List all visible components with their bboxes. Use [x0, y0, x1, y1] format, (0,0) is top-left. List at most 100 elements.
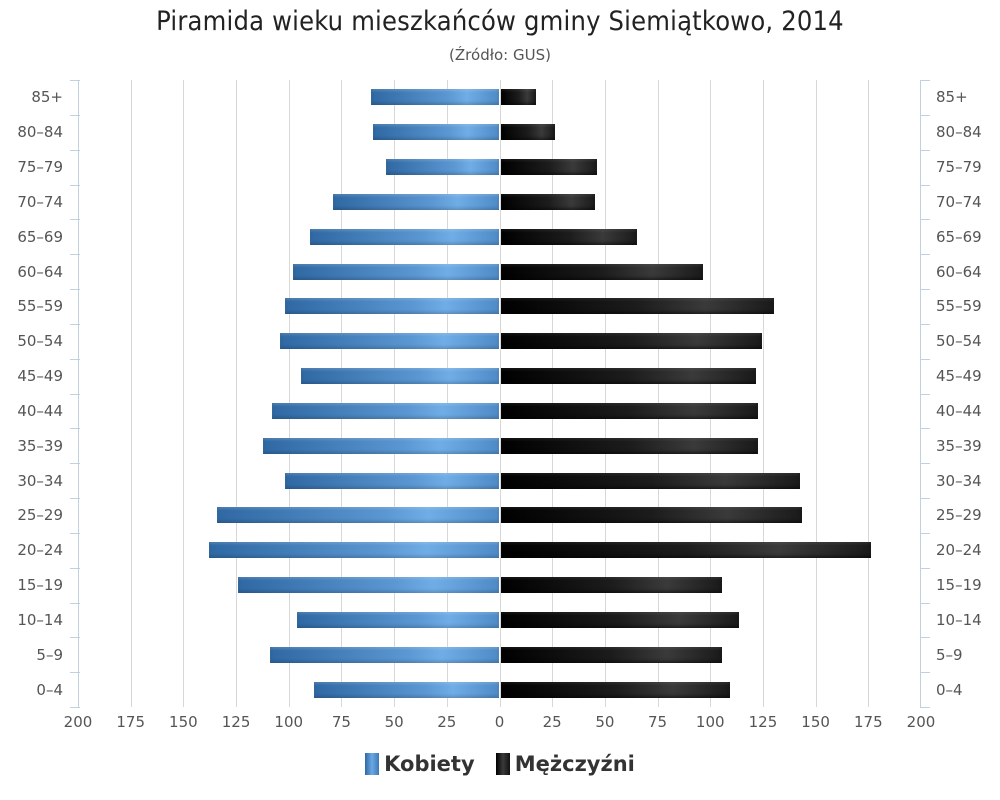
y-axis-label-right: 70–74	[936, 192, 982, 211]
y-axis-label-left: 85+	[31, 88, 63, 107]
x-axis-tick-label: 0	[494, 713, 505, 731]
left-axis-line	[78, 80, 79, 707]
left-axis-tick	[70, 637, 80, 638]
bar-kobiety-5-9[interactable]	[269, 646, 500, 663]
legend-item-kobiety[interactable]: Kobiety	[365, 752, 475, 776]
bar-kobiety-85+[interactable]	[370, 89, 500, 106]
y-axis-label-right: 40–44	[936, 401, 982, 420]
bar-mezczyzni-15-19[interactable]	[500, 577, 722, 594]
bar-mezczyzni-5-9[interactable]	[500, 646, 722, 663]
left-axis-tick	[70, 115, 80, 116]
bar-mezczyzni-35-39[interactable]	[500, 437, 758, 454]
bar-kobiety-80-84[interactable]	[373, 124, 500, 141]
bar-kobiety-50-54[interactable]	[280, 333, 500, 350]
y-axis-label-left: 30–34	[17, 471, 63, 490]
right-axis-tick	[920, 568, 930, 569]
bar-kobiety-25-29[interactable]	[217, 507, 500, 524]
bar-kobiety-10-14[interactable]	[297, 611, 500, 628]
bar-kobiety-75-79[interactable]	[385, 159, 500, 176]
x-axis-tick-label: 25	[542, 713, 562, 731]
bar-kobiety-15-19[interactable]	[238, 577, 500, 594]
y-axis-label-right: 50–54	[936, 332, 982, 351]
y-axis-label-right: 10–14	[936, 610, 982, 629]
bar-mezczyzni-10-14[interactable]	[500, 611, 739, 628]
right-axis-tick	[920, 185, 930, 186]
left-axis-tick	[70, 359, 80, 360]
x-axis-tick-label: 150	[801, 713, 830, 731]
legend-label-kobiety: Kobiety	[384, 752, 475, 776]
bar-kobiety-30-34[interactable]	[284, 472, 500, 489]
right-axis-tick	[920, 80, 930, 81]
left-axis-tick	[70, 568, 80, 569]
legend-swatch-kobiety-icon	[365, 753, 380, 775]
left-axis-tick	[70, 394, 80, 395]
right-axis-tick	[920, 115, 930, 116]
y-axis-label-right: 65–69	[936, 227, 982, 246]
right-axis-tick	[920, 603, 930, 604]
right-axis-tick	[920, 533, 930, 534]
y-axis-label-left: 35–39	[17, 436, 63, 455]
bar-kobiety-0-4[interactable]	[314, 681, 500, 698]
x-axis-tick-label: 125	[748, 713, 778, 731]
right-axis-tick	[920, 150, 930, 151]
y-axis-label-right: 60–64	[936, 262, 982, 281]
bar-mezczyzni-40-44[interactable]	[500, 402, 758, 419]
x-axis-tick-label: 50	[595, 713, 615, 731]
x-axis-tick-label: 175	[853, 713, 883, 731]
bar-mezczyzni-60-64[interactable]	[500, 263, 703, 280]
bar-mezczyzni-30-34[interactable]	[500, 472, 800, 489]
bar-kobiety-55-59[interactable]	[284, 298, 500, 315]
gridline	[658, 80, 659, 707]
y-axis-label-left: 5–9	[36, 645, 63, 664]
bar-mezczyzni-55-59[interactable]	[500, 298, 775, 315]
bar-mezczyzni-80-84[interactable]	[500, 124, 556, 141]
left-axis-tick	[70, 428, 80, 429]
left-axis-tick	[70, 254, 80, 255]
bar-kobiety-70-74[interactable]	[333, 193, 500, 210]
gridline	[394, 80, 395, 707]
right-axis-tick	[920, 324, 930, 325]
right-axis-tick	[920, 394, 930, 395]
bar-mezczyzni-85+[interactable]	[500, 89, 537, 106]
y-axis-label-left: 45–49	[17, 367, 63, 386]
right-axis-tick	[920, 672, 930, 673]
left-axis-tick	[70, 463, 80, 464]
right-axis-tick	[920, 428, 930, 429]
legend-swatch-mezczyzni-icon	[495, 753, 510, 775]
bar-mezczyzni-75-79[interactable]	[500, 159, 598, 176]
left-axis-tick	[70, 324, 80, 325]
bar-mezczyzni-65-69[interactable]	[500, 228, 638, 245]
left-axis-tick	[70, 672, 80, 673]
plot-area	[70, 80, 930, 708]
bar-kobiety-45-49[interactable]	[301, 368, 500, 385]
bar-mezczyzni-70-74[interactable]	[500, 193, 596, 210]
gridline	[341, 80, 342, 707]
legend-item-mezczyzni[interactable]: Mężczyźni	[495, 752, 635, 776]
y-axis-label-left: 0–4	[36, 680, 63, 699]
y-axis-label-right: 15–19	[936, 576, 982, 595]
right-axis-tick	[920, 637, 930, 638]
y-axis-label-left: 60–64	[17, 262, 63, 281]
left-axis-tick	[70, 707, 80, 708]
left-axis-tick	[70, 289, 80, 290]
gridline	[289, 80, 290, 707]
bar-mezczyzni-0-4[interactable]	[500, 681, 731, 698]
gridline	[816, 80, 817, 707]
x-axis-tick-label: 175	[116, 713, 145, 731]
bar-kobiety-40-44[interactable]	[271, 402, 500, 419]
left-axis-tick	[70, 219, 80, 220]
y-axis-label-right: 20–24	[936, 541, 982, 560]
bar-mezczyzni-45-49[interactable]	[500, 368, 756, 385]
bar-kobiety-35-39[interactable]	[263, 437, 500, 454]
bar-kobiety-60-64[interactable]	[292, 263, 500, 280]
y-axis-label-left: 15–19	[17, 576, 63, 595]
x-axis-tick-label: 75	[331, 713, 351, 731]
bar-kobiety-20-24[interactable]	[208, 542, 500, 559]
bar-mezczyzni-50-54[interactable]	[500, 333, 762, 350]
gridline	[763, 80, 764, 707]
y-axis-label-left: 10–14	[17, 610, 63, 629]
gridline	[131, 80, 132, 707]
bar-kobiety-65-69[interactable]	[309, 228, 500, 245]
bar-mezczyzni-20-24[interactable]	[500, 542, 872, 559]
bar-mezczyzni-25-29[interactable]	[500, 507, 802, 524]
